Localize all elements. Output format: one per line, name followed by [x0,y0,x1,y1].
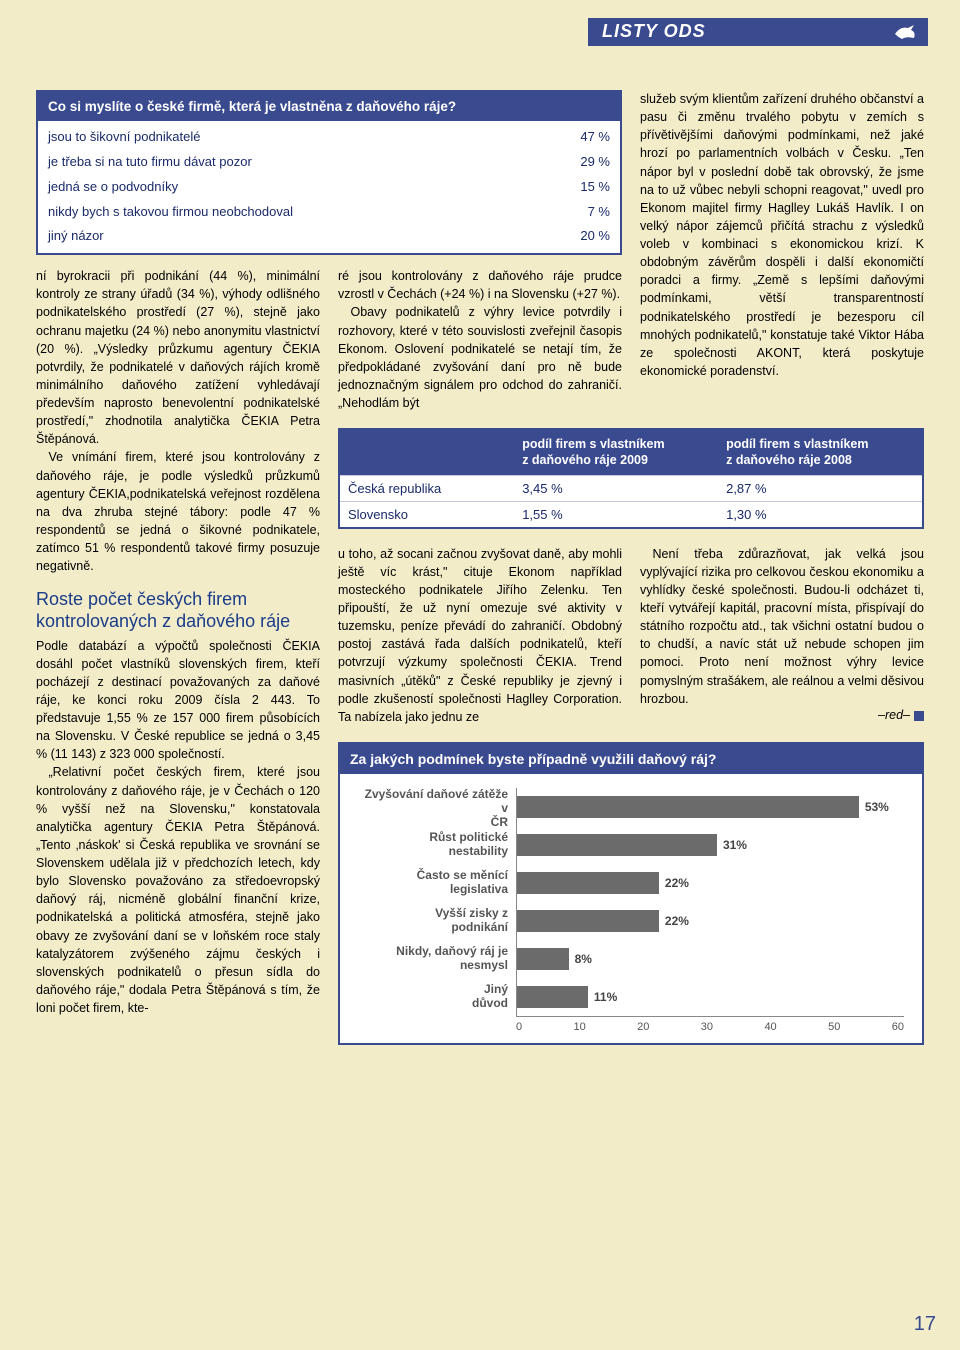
cell-2009: 3,45 % [514,475,718,501]
chart-x-axis: 0 10 20 30 40 50 60 [516,1016,904,1033]
axis-tick: 40 [764,1021,776,1033]
axis-tick: 10 [574,1021,586,1033]
survey-row-label: je třeba si na tuto firmu dávat pozor [48,153,252,172]
publication-header: LISTY ODS [588,18,928,46]
survey-question: Co si myslíte o české firmě, která je vl… [38,92,620,121]
page-number: 17 [914,1313,936,1336]
axis-tick: 30 [701,1021,713,1033]
axis-tick: 20 [637,1021,649,1033]
bar-fill [517,872,659,894]
bar-label: Vyšší zisky zpodnikání [358,907,508,935]
body-text: „Relativní počet českých firem, které js… [36,763,320,1017]
chart-bar-row: Často se měnícílegislativa 22% [358,864,904,902]
chart-title: Za jakých podmínek byste případně využil… [340,744,922,774]
survey-row-label: nikdy bych s takovou firmou neobchodoval [48,203,293,222]
body-text: ní byrokracii při podnikání (44 %), mini… [36,267,320,448]
body-text: Podle databází a výpočtů společnosti ČEK… [36,637,320,764]
bar-value: 53% [859,796,889,818]
bar-fill [517,948,569,970]
table-col-blank [339,429,514,475]
bar-track: 31% [516,826,904,864]
survey-row-label: jedná se o podvodníky [48,178,178,197]
bar-value: 22% [659,872,689,894]
share-table: podíl firem s vlastníkem z daňového ráje… [338,428,924,529]
table-row: Slovensko1,55 %1,30 % [339,501,923,528]
chart-bar-row: Zvyšování daňové zátěže vČR 53% [358,788,904,826]
bar-fill [517,986,588,1008]
end-mark-icon [914,711,924,721]
survey-row-pct: 29 % [570,153,610,172]
bar-track: 11% [516,978,904,1016]
survey-box-opinion: Co si myslíte o české firmě, která je vl… [36,90,622,255]
bar-label: Nikdy, daňový ráj jenesmysl [358,945,508,973]
survey-row: nikdy bych s takovou firmou neobchodoval… [38,200,620,225]
survey-row: je třeba si na tuto firmu dávat pozor 29 … [38,150,620,175]
survey-row-pct: 15 % [570,178,610,197]
cell-2008: 1,30 % [718,501,923,528]
chart-bar-row: Vyšší zisky zpodnikání 22% [358,902,904,940]
share-table-body: Česká republika3,45 %2,87 %Slovensko1,55… [339,475,923,528]
body-text: ré jsou kontrolovány z daňového ráje pru… [338,267,622,303]
cell-country: Slovensko [339,501,514,528]
bar-track: 53% [516,788,904,829]
chart-bar-row: Růst politickénestability 31% [358,826,904,864]
axis-tick: 50 [828,1021,840,1033]
bar-track: 22% [516,864,904,902]
table-col-2009: podíl firem s vlastníkem z daňového ráje… [514,429,718,475]
chart-bar-row: Nikdy, daňový ráj jenesmysl 8% [358,940,904,978]
body-text: u toho, až socani začnou zvyšovat daně, … [338,545,622,726]
bar-label: Růst politickénestability [358,831,508,859]
bar-value: 8% [569,948,592,970]
chart-bars: Zvyšování daňové zátěže vČR 53% Růst polit… [358,788,904,1016]
bird-icon [894,24,916,40]
chart-body: Zvyšování daňové zátěže vČR 53% Růst polit… [340,774,922,1043]
body-text: Není třeba zdůrazňovat, jak velká jsou v… [640,545,924,708]
cell-country: Česká republika [339,475,514,501]
bar-value: 31% [717,834,747,856]
section-subhead: Roste počet českých firem kontrolovaných… [36,589,320,632]
survey-row-pct: 20 % [570,227,610,246]
bar-value: 22% [659,910,689,932]
bar-value: 11% [588,986,617,1008]
survey-row-pct: 47 % [570,128,610,147]
bar-fill [517,834,717,856]
survey-row: jiný názor 20 % [38,224,620,249]
survey-row-label: jiný názor [48,227,104,246]
conditions-chart: Za jakých podmínek byste případně využil… [338,742,924,1045]
body-text: Obavy podnikatelů z výhry levice potvrdi… [338,303,622,412]
survey-row-label: jsou to šikovní podnikatelé [48,128,200,147]
bar-label: Často se měnícílegislativa [358,869,508,897]
cell-2008: 2,87 % [718,475,923,501]
cell-2009: 1,55 % [514,501,718,528]
chart-bar-row: Jinýdůvod 11% [358,978,904,1016]
publication-title: LISTY ODS [602,21,706,41]
table-col-2008: podíl firem s vlastníkem z daňového ráje… [718,429,923,475]
bar-label: Zvyšování daňové zátěže vČR [358,788,508,829]
bar-track: 8% [516,940,904,978]
survey-row: jsou to šikovní podnikatelé 47 % [38,125,620,150]
axis-tick: 0 [516,1021,522,1033]
bar-fill [517,796,859,818]
bar-track: 22% [516,902,904,940]
author-signature: –red– [640,708,924,722]
bar-fill [517,910,659,932]
survey-row: jedná se o podvodníky 15 % [38,175,620,200]
table-row: Česká republika3,45 %2,87 % [339,475,923,501]
bar-label: Jinýdůvod [358,983,508,1011]
body-text: Ve vnímání firem, které jsou kontrolován… [36,448,320,575]
survey-rows: jsou to šikovní podnikatelé 47 % je třeba … [38,121,620,253]
axis-tick: 60 [892,1021,904,1033]
survey-row-pct: 7 % [578,203,610,222]
